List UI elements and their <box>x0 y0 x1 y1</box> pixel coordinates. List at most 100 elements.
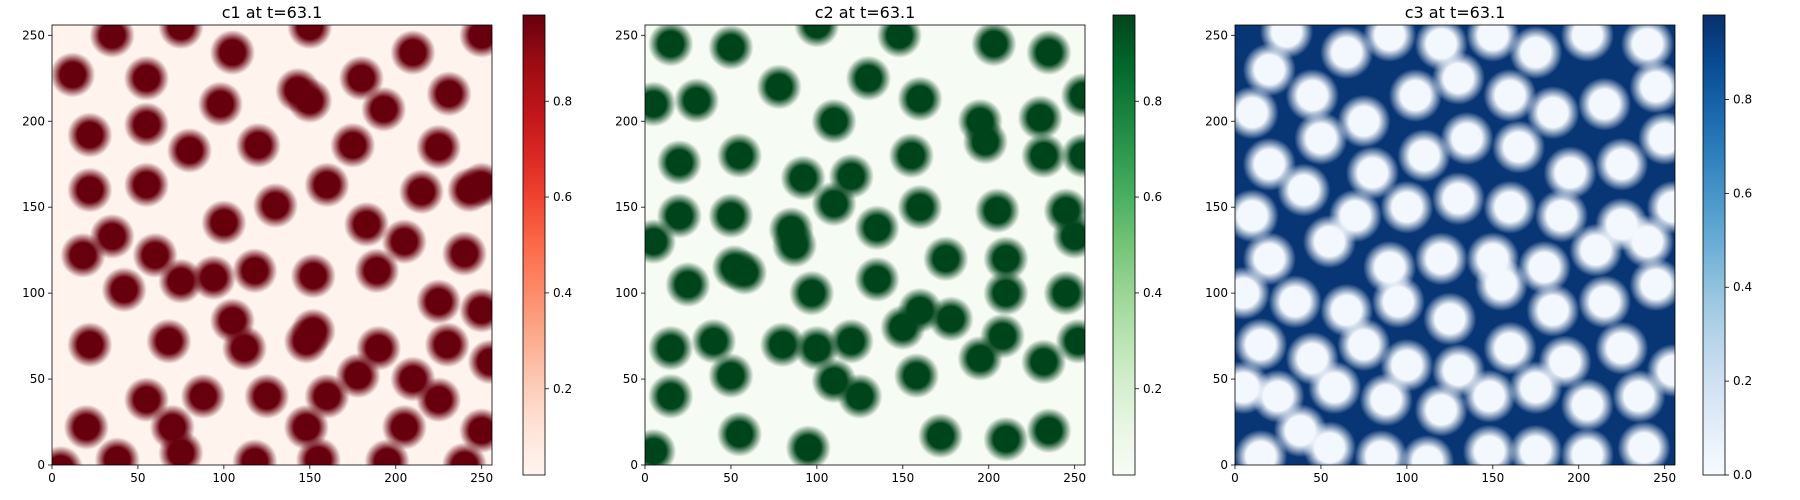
heatmap-spot <box>983 236 1029 282</box>
heatmap-spot <box>1235 189 1279 243</box>
heatmap-spot <box>441 230 488 277</box>
y-tick-label: 100 <box>22 286 45 300</box>
heatmap-spot <box>287 25 333 50</box>
heatmap-spot <box>1354 429 1408 465</box>
heatmap-spot <box>275 67 321 113</box>
heatmap-spot <box>1646 180 1675 234</box>
heatmap-spot <box>101 267 147 313</box>
heatmap-spot <box>1285 68 1339 123</box>
heatmap-spot <box>716 411 763 457</box>
heatmap-3 <box>1235 25 1675 465</box>
heatmap-spot <box>1629 60 1675 114</box>
heatmap-spot <box>876 25 923 58</box>
heatmap-spot <box>1509 25 1563 80</box>
heatmap-spot <box>1491 120 1546 174</box>
y-tick-label: 150 <box>22 200 45 214</box>
y-tick-label: 50 <box>623 372 638 386</box>
heatmap-spot <box>1017 95 1063 141</box>
heatmap-spot <box>1043 270 1085 316</box>
heatmap-spot <box>290 308 336 354</box>
heatmap-spot <box>656 193 703 239</box>
heatmap-spot <box>1235 318 1288 372</box>
heatmap-spot <box>1026 407 1072 454</box>
chart-title: c3 at t=63.1 <box>1405 3 1506 22</box>
heatmap-spot <box>708 25 754 70</box>
x-tick-label: 250 <box>470 471 493 485</box>
heatmap-spot <box>67 322 113 368</box>
heatmap-spot <box>244 373 290 419</box>
heatmap-spot <box>1380 338 1434 392</box>
heatmap-spot <box>235 122 281 168</box>
heatmap-spot <box>648 25 694 67</box>
heatmap-spot <box>1242 137 1297 191</box>
heatmap-spot <box>1043 187 1085 234</box>
colorbar-tick-label: 0.4 <box>1143 286 1162 300</box>
heatmap-spot <box>1055 318 1085 364</box>
heatmap-spot <box>89 213 135 260</box>
y-tick-label: 0 <box>37 458 45 472</box>
heatmap-spot <box>1483 321 1537 375</box>
colorbar <box>1702 14 1726 476</box>
heatmap-spot <box>1595 137 1649 191</box>
heatmap-spot <box>845 55 892 101</box>
heatmap-spot <box>711 244 758 290</box>
heatmap-spot <box>1538 335 1592 389</box>
heatmap-spot <box>645 81 677 127</box>
heatmap-spot <box>459 407 492 454</box>
heatmap-spot <box>1629 257 1675 312</box>
heatmap-spot <box>1595 321 1649 375</box>
heatmap-spot <box>716 132 763 179</box>
heatmap-spot <box>897 184 943 230</box>
heatmap-spot <box>1363 240 1417 294</box>
heatmap-spot <box>335 352 381 399</box>
heatmap-spot <box>343 201 390 248</box>
heatmap-spot <box>1466 232 1520 286</box>
heatmap-spot <box>1363 25 1417 62</box>
heatmap-spot <box>158 25 204 50</box>
heatmap-spot <box>1302 421 1357 465</box>
heatmap-spot <box>780 155 826 201</box>
heatmap-spot <box>52 52 96 98</box>
x-tick-label: 50 <box>1313 471 1328 485</box>
heatmap-spot <box>1526 283 1580 337</box>
y-tick-label: 150 <box>615 200 638 214</box>
heatmap-spot <box>209 29 256 76</box>
heatmap-spot <box>665 261 711 308</box>
heatmap-spot <box>304 162 350 208</box>
heatmap-spot <box>123 377 170 423</box>
heatmap-spot <box>828 318 874 364</box>
heatmap-1 <box>52 25 492 465</box>
heatmap-spot <box>146 318 192 364</box>
heatmap-spot <box>1337 94 1391 148</box>
heatmap-spot <box>416 124 462 170</box>
heatmap-2 <box>645 25 1085 465</box>
y-tick-label: 250 <box>615 28 638 42</box>
heatmap-spot <box>768 206 814 253</box>
axes-frame <box>51 24 493 466</box>
heatmap-spot <box>1560 428 1614 465</box>
heatmap-spot <box>756 64 802 110</box>
colorbar-tick-label: 0.6 <box>1143 190 1162 204</box>
heatmap-spot <box>426 71 472 117</box>
heatmap-spot <box>983 270 1029 316</box>
heatmap-spot <box>1400 434 1455 465</box>
x-tick-label: 0 <box>48 471 56 485</box>
heatmap-spot <box>1060 72 1085 119</box>
heatmap-spot <box>1638 111 1675 166</box>
y-tick-label: 200 <box>1205 114 1228 128</box>
heatmap-spot <box>785 425 831 465</box>
heatmap-spot <box>290 253 336 299</box>
colorbar-tick-label: 0.0 <box>1733 468 1752 482</box>
heatmap-spot <box>1483 180 1537 234</box>
heatmap-spot <box>789 270 835 316</box>
heatmap-spot <box>89 25 135 58</box>
heatmap-spot <box>197 81 244 127</box>
heatmap-spot <box>1595 197 1649 252</box>
colorbar <box>1112 14 1136 476</box>
heatmap-spot <box>1388 68 1443 123</box>
colorbar-tick-label: 0.2 <box>1733 374 1752 388</box>
colorbar-tick-label: 0.8 <box>553 94 572 108</box>
heatmap-spot <box>1285 331 1339 386</box>
heatmap-spot <box>94 437 140 465</box>
panel-1: c1 at t=63.1 0 50 100 150 200 250 0 50 100 150 200 2… <box>22 3 572 485</box>
